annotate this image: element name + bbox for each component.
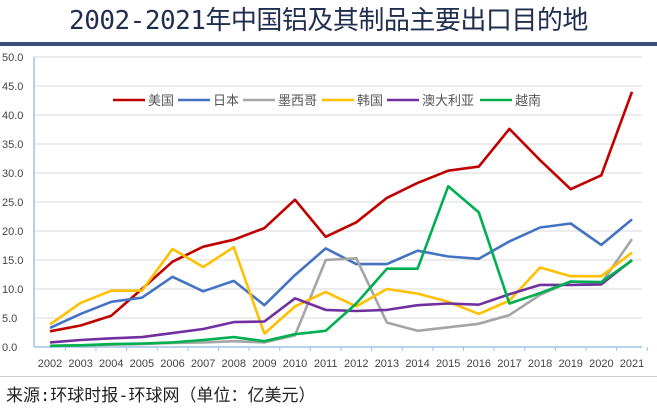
legend-label: 墨西哥: [278, 94, 317, 109]
y-tick-label: 35.0: [2, 139, 23, 151]
x-tick-label: 2017: [497, 358, 521, 370]
x-tick-label: 2005: [130, 358, 154, 370]
x-tick-label: 2012: [344, 358, 368, 370]
chart-title: 2002-2021年中国铝及其制品主要出口目的地: [69, 6, 588, 36]
x-tick-label: 2010: [283, 358, 307, 370]
legend-label: 越南: [515, 93, 541, 109]
x-tick-label: 2015: [436, 358, 460, 370]
series-line-越南: [49, 185, 633, 348]
x-tick-label: 2004: [99, 358, 123, 370]
x-tick-label: 2011: [314, 358, 338, 370]
legend-label: 韩国: [357, 94, 383, 109]
footer-divider: [0, 376, 657, 377]
series-line-澳大利亚: [49, 258, 633, 344]
y-tick-label: 20.0: [2, 226, 23, 238]
x-tick-label: 2008: [222, 358, 246, 370]
x-tick-label: 2021: [620, 358, 644, 370]
x-tick-label: 2007: [191, 358, 215, 370]
x-tick-label: 2002: [38, 358, 62, 370]
x-tick-label: 2018: [528, 358, 552, 370]
x-tick-label: 2016: [467, 358, 491, 370]
y-tick-label: 10.0: [2, 284, 23, 296]
y-tick-label: 40.0: [2, 110, 23, 122]
x-tick-label: 2014: [405, 358, 429, 370]
series-line-日本: [49, 218, 633, 330]
x-tick-label: 2020: [589, 358, 613, 370]
x-tick-label: 2006: [160, 358, 184, 370]
line-chart: 0.0 5.0 10.0 15.0 20.0 25.0 30.0 35.0 40.0 45.0 50…: [2, 52, 648, 370]
legend-label: 澳大利亚: [422, 93, 474, 109]
series-line-美国: [49, 91, 634, 333]
y-tick-label: 5.0: [2, 313, 17, 325]
x-tick-label: 2013: [375, 358, 399, 370]
x-tick-label: 2009: [252, 358, 276, 370]
title-divider: [0, 42, 657, 46]
source-note: 来源:环球时报-环球网（单位：亿美元）: [6, 386, 316, 406]
y-tick-label: 25.0: [2, 197, 23, 209]
legend-label: 日本: [213, 94, 239, 109]
y-tick-label: 0.0: [2, 342, 17, 354]
legend-label: 美国: [148, 94, 174, 109]
series-line-韩国: [49, 245, 633, 336]
y-tick-label: 50.0: [2, 52, 23, 64]
x-tick-label: 2003: [68, 358, 92, 370]
y-tick-label: 15.0: [2, 255, 23, 267]
y-tick-label: 30.0: [2, 168, 23, 180]
y-tick-label: 45.0: [2, 81, 23, 93]
x-tick-label: 2019: [558, 358, 582, 370]
